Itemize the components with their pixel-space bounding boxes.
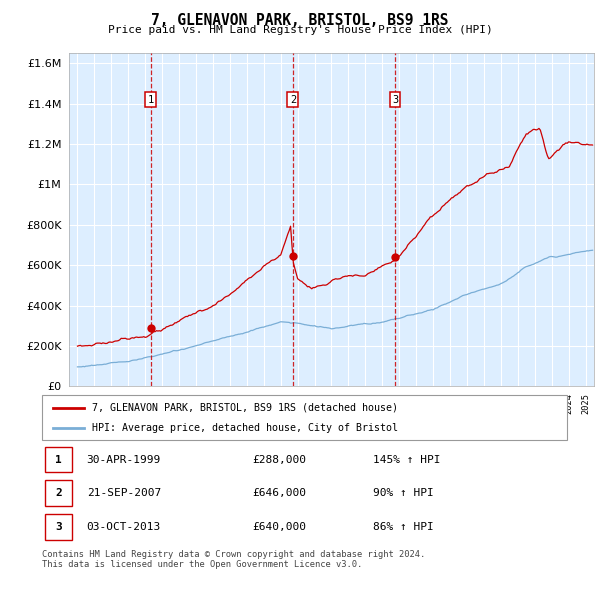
Text: £640,000: £640,000	[252, 522, 306, 532]
Text: 90% ↑ HPI: 90% ↑ HPI	[373, 489, 433, 498]
Text: HPI: Average price, detached house, City of Bristol: HPI: Average price, detached house, City…	[92, 424, 398, 434]
Text: 30-APR-1999: 30-APR-1999	[86, 455, 161, 464]
Text: 7, GLENAVON PARK, BRISTOL, BS9 1RS (detached house): 7, GLENAVON PARK, BRISTOL, BS9 1RS (deta…	[92, 403, 398, 412]
Text: 7, GLENAVON PARK, BRISTOL, BS9 1RS: 7, GLENAVON PARK, BRISTOL, BS9 1RS	[151, 13, 449, 28]
Text: 2: 2	[290, 95, 296, 105]
Text: 3: 3	[392, 95, 398, 105]
Text: Contains HM Land Registry data © Crown copyright and database right 2024.
This d: Contains HM Land Registry data © Crown c…	[42, 550, 425, 569]
Text: 145% ↑ HPI: 145% ↑ HPI	[373, 455, 440, 464]
Text: 1: 1	[148, 95, 154, 105]
Text: Price paid vs. HM Land Registry's House Price Index (HPI): Price paid vs. HM Land Registry's House …	[107, 25, 493, 35]
Text: £288,000: £288,000	[252, 455, 306, 464]
Text: 86% ↑ HPI: 86% ↑ HPI	[373, 522, 433, 532]
Text: £646,000: £646,000	[252, 489, 306, 498]
Bar	[44, 514, 72, 540]
Text: 1: 1	[55, 455, 62, 464]
Text: 3: 3	[55, 522, 62, 532]
Bar	[44, 480, 72, 506]
Text: 2: 2	[55, 489, 62, 498]
Text: 03-OCT-2013: 03-OCT-2013	[86, 522, 161, 532]
Text: 21-SEP-2007: 21-SEP-2007	[86, 489, 161, 498]
Bar	[44, 447, 72, 473]
